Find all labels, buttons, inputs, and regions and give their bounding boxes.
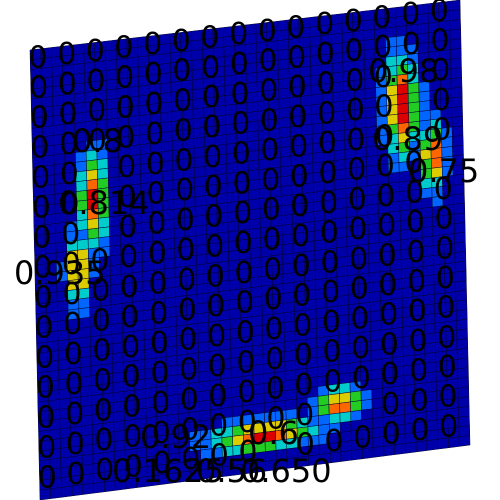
zero-label: 0 — [38, 461, 57, 496]
mesh-cell — [87, 227, 100, 240]
mesh-cell — [457, 396, 470, 408]
mesh-cell — [455, 299, 468, 312]
mesh-cell — [453, 193, 465, 205]
mesh-cell — [457, 386, 470, 399]
mesh-cell — [450, 77, 463, 89]
mesh-cell — [457, 357, 469, 370]
mesh-cell — [97, 167, 109, 180]
mesh-cell — [328, 412, 341, 425]
mesh-cell — [450, 67, 462, 79]
mesh-cell — [458, 415, 470, 428]
mesh-cell — [96, 158, 109, 170]
mesh-cell — [450, 86, 463, 99]
mesh-cell — [328, 403, 341, 415]
mesh-cell — [454, 251, 467, 263]
peak-label: 0.8 — [72, 122, 123, 160]
mesh-cell — [458, 435, 471, 447]
mesh-cell — [452, 135, 464, 147]
mesh-cell — [418, 100, 431, 112]
mesh-cell — [456, 318, 468, 331]
mesh-cell — [418, 90, 431, 103]
mesh-cell — [453, 202, 466, 215]
peak-label: 0.650 — [240, 452, 332, 490]
mesh-cell — [454, 260, 467, 273]
zero-label: 0 — [353, 420, 372, 455]
mesh-cell — [457, 367, 469, 379]
mesh-cell — [453, 212, 466, 225]
mesh-cell — [456, 328, 468, 341]
mesh-cell — [456, 338, 469, 350]
mesh-cell — [449, 9, 461, 21]
zero-label: 0 — [352, 361, 371, 396]
peak-label: 0.75 — [408, 152, 479, 190]
mesh-cell — [455, 289, 467, 302]
mesh-cell — [458, 425, 471, 437]
mesh-cell — [360, 398, 373, 411]
zero-label: 0 — [439, 409, 458, 444]
mesh-cell — [454, 231, 466, 244]
mesh-cell — [454, 222, 466, 234]
mesh-cell — [451, 96, 463, 108]
peak-label: 0.935 — [14, 254, 106, 292]
mesh-cell — [98, 226, 110, 239]
mesh-cell — [361, 408, 373, 421]
mesh-cell — [408, 101, 420, 114]
mesh-cell — [317, 404, 330, 416]
peak-label: 0.814 — [58, 184, 150, 222]
mesh-cell — [454, 241, 466, 254]
mesh-cell — [451, 125, 464, 137]
mesh-cell — [456, 348, 469, 360]
peak-label: 0.98 — [368, 52, 439, 90]
mesh-surface — [29, 0, 471, 500]
mesh-cell — [86, 169, 98, 181]
mesh-cell — [339, 411, 352, 423]
mesh-cell — [455, 280, 467, 292]
zero-label: 0 — [323, 364, 342, 399]
mesh-cell — [457, 377, 469, 389]
mesh-cell — [455, 309, 468, 321]
mesh-cell — [450, 48, 462, 60]
mesh-cell — [407, 91, 420, 104]
mesh-cell — [397, 102, 409, 115]
mesh-cell — [451, 106, 463, 118]
mesh-cell — [455, 270, 467, 283]
mesh-cell — [339, 401, 351, 414]
zero-label: 0 — [382, 417, 401, 452]
mesh-cell — [458, 406, 470, 418]
mesh-cell — [449, 19, 461, 31]
mesh-cell — [86, 159, 98, 171]
zero-label: 0 — [66, 457, 85, 492]
peak-label: 0.6 — [248, 414, 299, 452]
mesh-cell — [449, 0, 461, 12]
peak-label: 0.92 — [140, 418, 211, 456]
mesh-cell — [350, 400, 362, 412]
mesh-cell — [450, 57, 462, 70]
zero-label: 0 — [410, 413, 429, 448]
mesh-cell — [449, 28, 462, 41]
mesh-cell — [451, 115, 464, 128]
mesh-cell — [397, 93, 409, 105]
mesh-cell — [449, 38, 462, 50]
